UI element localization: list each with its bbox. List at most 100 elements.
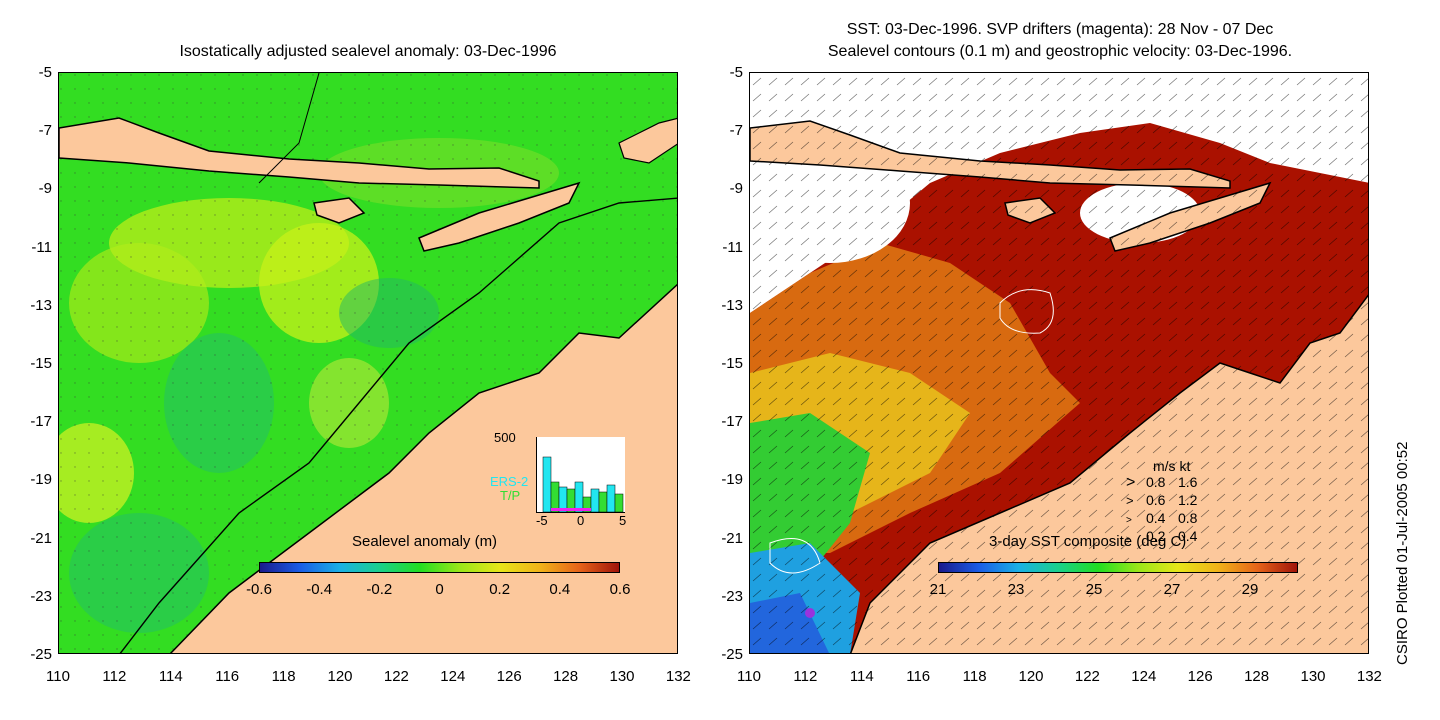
x-tick-label: 124 (1131, 668, 1157, 685)
sst-colorbar-label: 3-day SST composite (deg C) (989, 533, 1187, 550)
x-tick-label: 130 (1300, 668, 1326, 685)
sealevel-colorbar-label: Sealevel anomaly (m) (352, 533, 498, 550)
speed-kt-value: 1.2 (1178, 492, 1198, 508)
y-tick-label: -25 (30, 646, 52, 663)
speed-ms-value: 0.4 (1146, 510, 1166, 526)
sst-colorbar (938, 562, 1298, 573)
sst-map (749, 72, 1369, 654)
speed-ms-value: 0.2 (1146, 528, 1166, 544)
svp-drifter-marker (805, 608, 815, 618)
sst-map-canvas (750, 73, 1368, 653)
colorbar-tick-label: 0.4 (549, 581, 571, 598)
histogram-ymax: 500 (494, 430, 516, 445)
x-tick-label: 124 (440, 668, 466, 685)
x-tick-label: 126 (1187, 668, 1213, 685)
histogram-bar (590, 488, 600, 513)
x-tick-label: 118 (271, 668, 296, 685)
colorbar-tick-label: 29 (1241, 581, 1259, 598)
y-tick-label: -15 (30, 355, 52, 372)
histogram-bar (614, 493, 624, 513)
speed-ms-value: 0.6 (1146, 492, 1166, 508)
speed-legend-row: >0.2 0.4 (1126, 528, 1197, 544)
histogram-bar (574, 481, 584, 513)
y-tick-label: -7 (38, 122, 52, 140)
x-tick-label: 114 (849, 668, 874, 685)
y-tick-label: -19 (721, 471, 743, 489)
y-tick-label: -5 (729, 64, 743, 81)
y-tick-label: -9 (38, 180, 52, 198)
speed-kt-value: 1.6 (1178, 474, 1198, 490)
y-tick-label: -23 (30, 587, 52, 605)
histogram-bar (542, 456, 552, 513)
x-tick-label: 116 (215, 668, 240, 685)
histogram-xtick: 5 (619, 513, 627, 528)
x-tick-label: 120 (1018, 668, 1044, 685)
x-tick-label: 110 (46, 668, 70, 685)
speed-arrow-icon: > (1126, 536, 1131, 543)
sealevel-colorbar (259, 562, 620, 573)
speed-kt-value: 0.4 (1178, 528, 1198, 544)
y-tick-label: -23 (721, 587, 743, 605)
colorbar-tick-label: -0.2 (366, 581, 393, 598)
colorbar-tick-label: 0.6 (609, 581, 631, 598)
colorbar-tick-label: 23 (1007, 581, 1025, 598)
x-tick-label: 122 (1074, 668, 1100, 685)
x-tick-label: 110 (737, 668, 761, 685)
drifter-range-marker (551, 508, 591, 511)
x-tick-label: 114 (158, 668, 183, 685)
colorbar-tick-label: -0.4 (306, 581, 333, 598)
histogram-xtick: -5 (536, 513, 548, 528)
histogram-xtick: 0 (577, 513, 585, 528)
y-tick-label: -17 (721, 413, 743, 431)
speed-legend-row: >0.4 0.8 (1126, 510, 1197, 526)
x-tick-label: 128 (553, 668, 579, 685)
speed-arrow-icon: > (1126, 474, 1136, 491)
credit-label: CSIRO Plotted 01-Jul-2005 00:52 (1394, 441, 1411, 665)
y-tick-label: -13 (30, 296, 52, 314)
x-tick-label: 128 (1244, 668, 1270, 685)
right-panel-title-line2: Sealevel contours (0.1 m) and geostrophi… (827, 43, 1293, 60)
speed-legend-row: >0.8 1.6 (1126, 474, 1197, 492)
y-tick-label: -7 (729, 122, 743, 140)
speed-legend-header: m/s kt (1153, 458, 1191, 474)
x-tick-label: 122 (383, 668, 409, 685)
colorbar-tick-label: 27 (1163, 581, 1181, 598)
histogram-bar (550, 481, 560, 513)
x-tick-label: 126 (496, 668, 522, 685)
x-tick-label: 116 (906, 668, 931, 685)
histogram-canvas (542, 456, 624, 513)
sealevel-map-canvas (59, 73, 677, 653)
drifter-histogram-inset (536, 437, 625, 513)
colorbar-tick-label: 0.2 (489, 581, 511, 598)
speed-kt-value: 0.8 (1178, 510, 1198, 526)
y-tick-label: -9 (729, 180, 743, 198)
x-tick-label: 132 (665, 668, 691, 685)
left-panel-title: Isostatically adjusted sealevel anomaly:… (179, 43, 557, 60)
speed-arrow-icon: > (1126, 493, 1134, 508)
y-tick-label: -17 (30, 413, 52, 431)
x-tick-label: 118 (962, 668, 987, 685)
x-tick-label: 112 (793, 668, 818, 685)
x-tick-label: 130 (609, 668, 635, 685)
x-tick-label: 120 (327, 668, 353, 685)
y-tick-label: -19 (30, 471, 52, 489)
speed-legend-row: >0.6 1.2 (1126, 492, 1197, 508)
legend-ers2: ERS-2 (490, 474, 529, 489)
y-tick-label: -11 (31, 238, 52, 256)
histogram-bar (606, 484, 616, 513)
y-tick-label: -21 (30, 529, 52, 547)
speed-arrow-icon: > (1126, 515, 1132, 526)
histogram-bar (598, 491, 608, 513)
y-tick-label: -15 (721, 355, 743, 372)
colorbar-tick-label: 21 (929, 581, 947, 598)
x-tick-label: 112 (102, 668, 127, 685)
y-tick-label: -13 (721, 296, 743, 314)
y-tick-label: -25 (721, 646, 743, 663)
x-tick-label: 132 (1356, 668, 1382, 685)
colorbar-tick-label: -0.6 (246, 581, 272, 598)
sealevel-anomaly-map (58, 72, 678, 654)
y-tick-label: -5 (38, 64, 52, 81)
speed-ms-value: 0.8 (1146, 474, 1166, 490)
y-tick-label: -11 (722, 238, 743, 256)
colorbar-tick-label: 0 (435, 581, 444, 598)
